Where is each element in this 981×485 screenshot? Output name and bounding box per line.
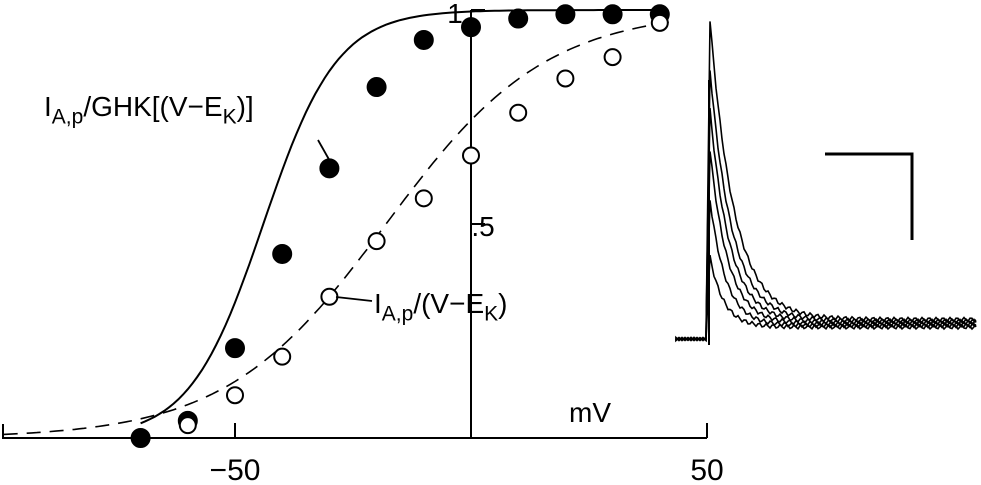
- filled-data-point: [461, 17, 481, 38]
- open-data-point: [603, 48, 622, 67]
- filled-data-point: [602, 4, 623, 25]
- axes: −50 50 .5 1: [2, 0, 724, 485]
- solid-fit-line: [140, 9, 660, 425]
- filled-data-point: [413, 29, 434, 50]
- filled-label-leader: [317, 139, 332, 164]
- open-data-point: [414, 189, 433, 208]
- filled-data-point: [366, 77, 387, 98]
- filled-data-point: [508, 8, 529, 29]
- open-data-point: [650, 13, 669, 32]
- dashed-fit-line: [3, 21, 670, 436]
- open-series-label: IA,p/(V−EK): [374, 288, 508, 326]
- filled-data-point: [225, 338, 245, 359]
- x-tick-label: 50: [690, 454, 723, 485]
- y-tick-label: .5: [471, 211, 494, 242]
- filled-data-point: [555, 4, 576, 25]
- inset-scale-bar: [825, 152, 914, 240]
- y-tick-label: 1: [447, 0, 463, 29]
- data-points: [130, 4, 670, 448]
- current-traces-inset: [675, 21, 977, 345]
- filled-series-label: IA,p/GHK[(V−EK)]: [44, 91, 254, 129]
- open-data-point: [367, 232, 386, 251]
- open-data-point: [556, 69, 575, 88]
- open-data-point: [509, 103, 528, 122]
- open-data-point: [226, 386, 244, 405]
- current-trace: [675, 254, 977, 342]
- open-data-point: [178, 416, 197, 435]
- current-trace: [675, 21, 977, 342]
- filled-data-point: [272, 243, 293, 264]
- filled-data-point: [319, 158, 340, 179]
- label-leaders: [317, 139, 373, 302]
- x-axis-label: mV: [569, 397, 611, 428]
- current-trace: [675, 151, 977, 343]
- open-data-point: [273, 347, 292, 366]
- open-data-point: [320, 287, 339, 306]
- current-trace: [675, 70, 977, 342]
- open-data-point: [462, 146, 480, 165]
- filled-data-point: [130, 428, 151, 448]
- x-tick-label: −50: [210, 454, 261, 485]
- open-label-leader: [335, 296, 373, 302]
- current-trace: [675, 200, 977, 343]
